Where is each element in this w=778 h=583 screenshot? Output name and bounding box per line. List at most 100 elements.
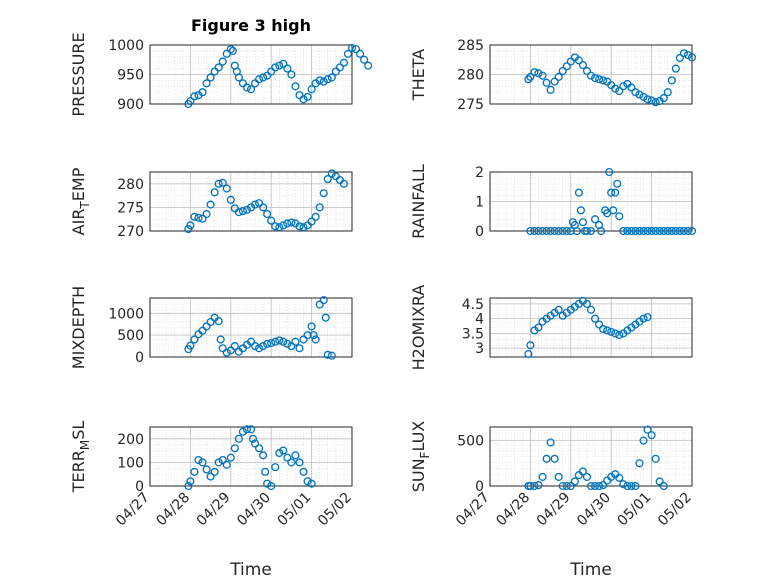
data-point <box>683 226 693 236</box>
data-point <box>554 305 563 314</box>
data-point <box>218 344 227 353</box>
data-point <box>271 63 280 72</box>
data-point <box>586 305 596 314</box>
data-point <box>206 200 215 209</box>
data-point <box>255 199 264 208</box>
data-point <box>655 226 664 236</box>
data-point <box>261 467 270 476</box>
data-point <box>651 454 660 463</box>
data-point <box>222 348 231 357</box>
y-axis-label: H2OMIXRA <box>409 285 428 371</box>
data-point <box>590 314 600 323</box>
axes-box <box>149 171 353 232</box>
data-point <box>315 300 324 309</box>
data-point <box>307 479 316 488</box>
data-point <box>311 335 320 344</box>
data-point <box>546 226 555 236</box>
data-point <box>582 66 592 76</box>
data-point <box>214 317 223 326</box>
data-point <box>267 338 276 348</box>
data-point <box>643 95 652 104</box>
data-point <box>582 299 592 308</box>
data-point <box>190 467 199 476</box>
data-point <box>190 212 199 221</box>
data-point <box>530 226 539 236</box>
data-point <box>255 344 264 353</box>
y-tick-label: 2 <box>475 165 484 181</box>
data-point <box>323 175 332 184</box>
data-point <box>198 326 207 335</box>
data-point <box>234 73 243 82</box>
data-point <box>643 425 652 434</box>
data-point <box>186 97 195 106</box>
data-point <box>550 226 559 236</box>
data-point <box>190 92 199 101</box>
subplot-pressure: 900 950 1000 PRESSURE <box>69 32 373 117</box>
y-tick-label: 500 <box>457 434 484 450</box>
data-point <box>307 322 316 331</box>
data-point <box>599 481 608 490</box>
data-point <box>186 221 195 230</box>
data-point <box>315 76 324 85</box>
data-point <box>202 79 211 88</box>
data-point <box>627 83 636 92</box>
data-point <box>210 188 219 197</box>
data-point <box>558 481 567 491</box>
data-point <box>226 346 235 355</box>
data-point <box>599 324 608 334</box>
data-point <box>202 322 211 331</box>
data-point <box>655 477 664 486</box>
y-tick-label: 270 <box>117 224 144 240</box>
data-point <box>663 226 672 236</box>
data-point <box>647 96 656 105</box>
y-tick-label: 0 <box>475 224 484 240</box>
data-point <box>303 477 312 486</box>
data-point <box>242 83 252 92</box>
data-point <box>259 342 268 351</box>
y-axis-label: TERRMSL <box>69 421 92 494</box>
data-point <box>198 214 207 223</box>
data-point <box>206 472 215 481</box>
data-point <box>524 75 533 84</box>
data-point <box>590 73 600 83</box>
data-point <box>291 337 300 346</box>
data-point <box>356 49 365 58</box>
subplot-air-temp: 270 275 280 AIRTEMP <box>69 167 353 240</box>
data-point <box>279 221 288 230</box>
data-point <box>315 203 324 212</box>
data-point <box>603 326 612 335</box>
data-point <box>291 451 300 460</box>
data-point <box>526 72 535 81</box>
y-tick-label: 0 <box>135 350 144 366</box>
data-point <box>275 223 284 232</box>
y-tick-label: 500 <box>117 328 144 344</box>
data-point <box>263 71 272 80</box>
y-axis-label: SUNFLUX <box>409 421 432 493</box>
data-point <box>530 481 539 491</box>
data-point <box>530 68 539 77</box>
data-point <box>590 215 600 224</box>
data-point <box>613 179 622 188</box>
y-tick-label: 285 <box>457 38 484 54</box>
data-point <box>267 481 276 491</box>
y-tick-label: 280 <box>117 177 144 193</box>
data-point <box>586 481 596 491</box>
data-point <box>615 212 624 221</box>
figure-title: Figure 3 high <box>191 16 311 35</box>
axes-box <box>489 297 693 358</box>
data-point <box>524 349 533 359</box>
data-point <box>582 226 592 236</box>
data-point <box>627 481 636 491</box>
x-axis-label: Time <box>229 560 272 580</box>
data-point <box>675 53 684 63</box>
data-point <box>283 453 292 462</box>
data-point <box>619 82 628 91</box>
y-tick-label: 100 <box>117 455 144 471</box>
data-point <box>615 330 624 339</box>
y-tick-label: 950 <box>117 68 144 84</box>
data-point <box>687 226 697 236</box>
data-point <box>627 226 636 236</box>
data-point <box>271 463 280 472</box>
data-point <box>263 339 272 348</box>
data-point <box>287 342 296 351</box>
